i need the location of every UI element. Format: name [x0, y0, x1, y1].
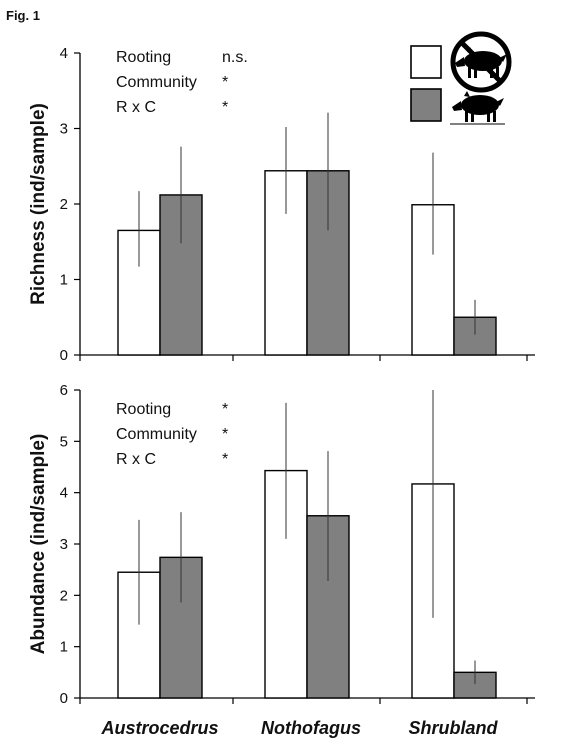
- legend-swatch-filled: [410, 88, 442, 122]
- y-tick-label: 0: [60, 347, 68, 364]
- prohibition-slash: [459, 40, 503, 84]
- y-tick-label: 3: [60, 121, 68, 138]
- stat-label: Community: [116, 74, 197, 91]
- y-tick-label: 6: [60, 382, 68, 399]
- prohibition-circle: [450, 31, 512, 93]
- figure-label: Fig. 1: [6, 8, 40, 23]
- legend-swatch-open: [410, 45, 442, 79]
- stat-value: *: [222, 451, 228, 468]
- stat-value: *: [222, 401, 228, 418]
- y-tick-label: 2: [60, 196, 68, 213]
- y-tick-label: 1: [60, 272, 68, 289]
- y-tick-label: 4: [60, 485, 68, 502]
- stat-label: R x C: [116, 99, 156, 116]
- boar-icon: [452, 91, 504, 122]
- x-category-label: Shrubland: [409, 718, 499, 738]
- stat-value: *: [222, 74, 228, 91]
- x-category-label: Austrocedrus: [100, 718, 218, 738]
- y-axis-label: Abundance (ind/sample): [28, 434, 49, 655]
- stat-label: Rooting: [116, 49, 171, 66]
- y-tick-label: 2: [60, 587, 68, 604]
- stat-value: n.s.: [222, 49, 248, 66]
- y-tick-label: 0: [60, 690, 68, 707]
- stat-value: *: [222, 99, 228, 116]
- y-tick-label: 1: [60, 639, 68, 656]
- x-category-label: Nothofagus: [261, 718, 361, 738]
- stat-value: *: [222, 426, 228, 443]
- y-tick-label: 3: [60, 536, 68, 553]
- y-tick-label: 5: [60, 433, 68, 450]
- stat-label: Rooting: [116, 401, 171, 418]
- y-axis-label: Richness (ind/sample): [28, 103, 49, 305]
- y-tick-label: 4: [60, 45, 68, 62]
- stat-label: Community: [116, 426, 197, 443]
- stat-label: R x C: [116, 451, 156, 468]
